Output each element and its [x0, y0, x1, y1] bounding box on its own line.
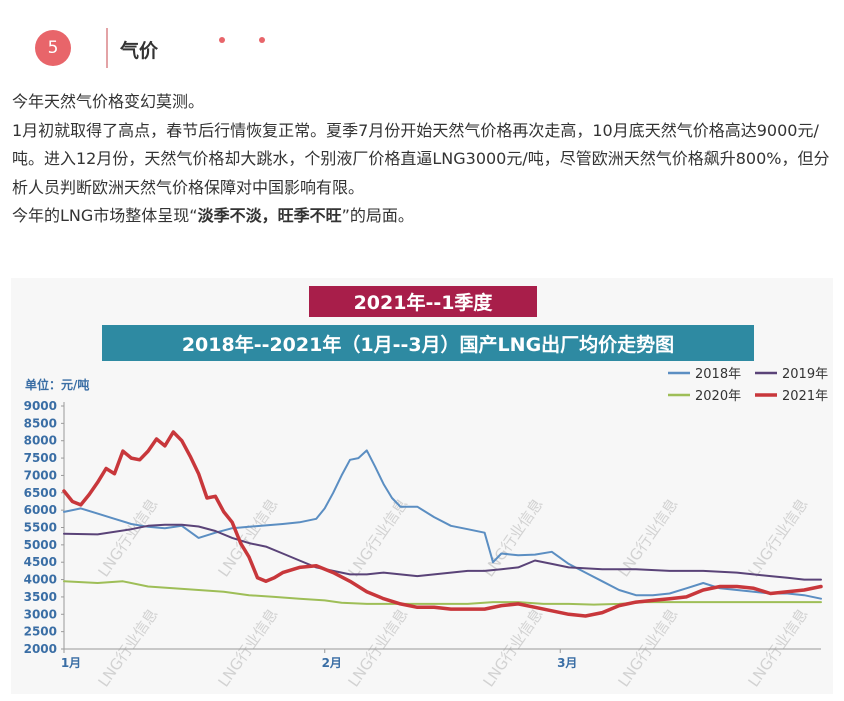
x-tick-label: 2月 [322, 656, 342, 670]
chart-title: 2018年--2021年（1月--3月）国产LNG出厂均价走势图 [182, 333, 674, 356]
y-tick-label: 5500 [24, 521, 57, 535]
legend-label: 2021年 [782, 389, 828, 404]
chart-legend: 2018年 2019年 2020年 2021年 [668, 367, 828, 404]
series-line-2020年 [63, 580, 822, 606]
banner-background [309, 286, 537, 317]
series-line-2021年 [62, 430, 823, 618]
paragraph-3: 今年的LNG市场整体呈现“淡季不淡，旺季不旺”的局面。 [12, 202, 838, 231]
y-tick-label: 9000 [24, 399, 57, 413]
y-tick-label: 6500 [24, 486, 57, 500]
paragraph-3-emphasis: 淡季不淡，旺季不旺 [197, 206, 342, 225]
legend-label: 2018年 [695, 367, 741, 382]
header-divider [106, 28, 108, 68]
price-chart-svg: 2021年--1季度 2018年--2021年（1月--3月）国产LNG出厂均价… [11, 278, 833, 694]
unit-label: 单位：元/吨 [25, 377, 89, 392]
series-line-2018年 [63, 449, 822, 600]
chart-banner: 2021年--1季度 [354, 291, 494, 314]
y-tick-label: 8000 [24, 434, 57, 448]
title-background [102, 325, 754, 361]
x-tick-label: 3月 [557, 656, 577, 670]
y-tick-label: 8500 [24, 416, 57, 430]
section-number-badge: 5 [35, 30, 71, 66]
chart-axes: 9000 8500 8000 7500 7000 6500 6000 5500 5000 4500… [24, 399, 821, 670]
x-tick-label: 1月 [61, 656, 81, 670]
paragraph-3-prefix: 今年的LNG市场整体呈现“ [12, 206, 198, 225]
paragraph-1: 今年天然气价格变幻莫测。 [12, 92, 205, 111]
y-tick-label: 7000 [24, 468, 57, 482]
y-tick-label: 4500 [24, 555, 57, 569]
section-title: 气价 [120, 40, 159, 62]
y-tick-label: 2000 [24, 642, 57, 656]
article-body: 今年天然气价格变幻莫测。 1月初就取得了高点，春节后行情恢复正常。夏季7月份开始… [12, 88, 838, 231]
y-tick-label: 2500 [24, 625, 57, 639]
chart-plot [62, 430, 823, 618]
y-tick-label: 3000 [24, 607, 57, 621]
section-header: 5 气价 [0, 0, 844, 80]
paragraph-3-suffix: ”的局面。 [341, 206, 414, 225]
y-tick-label: 5000 [24, 538, 57, 552]
decor-dot-1 [219, 37, 225, 43]
y-tick-label: 7500 [24, 451, 57, 465]
series-line-2019年 [63, 523, 822, 581]
y-tick-label: 6000 [24, 503, 57, 517]
y-tick-label: 4000 [24, 573, 57, 587]
decor-dot-2 [259, 37, 265, 43]
y-tick-label: 3500 [24, 590, 57, 604]
legend-label: 2019年 [782, 367, 828, 382]
legend-label: 2020年 [695, 389, 741, 404]
price-chart: 2021年--1季度 2018年--2021年（1月--3月）国产LNG出厂均价… [11, 278, 833, 694]
paragraph-2: 1月初就取得了高点，春节后行情恢复正常。夏季7月份开始天然气价格再次走高，10月… [12, 120, 830, 197]
